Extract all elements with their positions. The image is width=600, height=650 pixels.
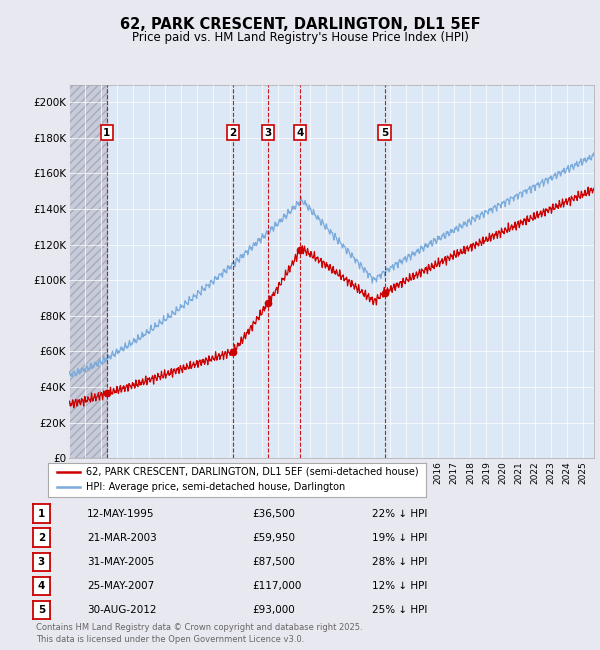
Text: 1: 1: [103, 127, 110, 138]
Text: 30-AUG-2012: 30-AUG-2012: [87, 605, 157, 615]
Text: 3: 3: [38, 557, 45, 567]
Text: 5: 5: [38, 605, 45, 615]
Text: 19% ↓ HPI: 19% ↓ HPI: [372, 533, 427, 543]
Text: HPI: Average price, semi-detached house, Darlington: HPI: Average price, semi-detached house,…: [86, 482, 345, 493]
Bar: [69, 84, 107, 458]
Text: 3: 3: [265, 127, 272, 138]
Text: 62, PARK CRESCENT, DARLINGTON, DL1 5EF (semi-detached house): 62, PARK CRESCENT, DARLINGTON, DL1 5EF (…: [86, 467, 418, 477]
Text: £93,000: £93,000: [252, 605, 295, 615]
Text: 4: 4: [296, 127, 304, 138]
Text: 25-MAY-2007: 25-MAY-2007: [87, 581, 154, 591]
Text: 22% ↓ HPI: 22% ↓ HPI: [372, 509, 427, 519]
Text: 62, PARK CRESCENT, DARLINGTON, DL1 5EF: 62, PARK CRESCENT, DARLINGTON, DL1 5EF: [119, 17, 481, 32]
Text: 31-MAY-2005: 31-MAY-2005: [87, 557, 154, 567]
Text: Price paid vs. HM Land Registry's House Price Index (HPI): Price paid vs. HM Land Registry's House …: [131, 31, 469, 44]
Text: 21-MAR-2003: 21-MAR-2003: [87, 533, 157, 543]
Text: £117,000: £117,000: [252, 581, 301, 591]
Text: 28% ↓ HPI: 28% ↓ HPI: [372, 557, 427, 567]
Text: 12-MAY-1995: 12-MAY-1995: [87, 509, 155, 519]
Text: 25% ↓ HPI: 25% ↓ HPI: [372, 605, 427, 615]
Text: £87,500: £87,500: [252, 557, 295, 567]
Text: £59,950: £59,950: [252, 533, 295, 543]
Text: This data is licensed under the Open Government Licence v3.0.: This data is licensed under the Open Gov…: [36, 634, 304, 644]
Text: 2: 2: [38, 533, 45, 543]
Text: Contains HM Land Registry data © Crown copyright and database right 2025.: Contains HM Land Registry data © Crown c…: [36, 623, 362, 632]
Text: 12% ↓ HPI: 12% ↓ HPI: [372, 581, 427, 591]
Bar: [69, 84, 107, 458]
Text: 2: 2: [229, 127, 237, 138]
Text: 1: 1: [38, 509, 45, 519]
Text: £36,500: £36,500: [252, 509, 295, 519]
Text: 5: 5: [381, 127, 388, 138]
Text: 4: 4: [38, 581, 45, 591]
